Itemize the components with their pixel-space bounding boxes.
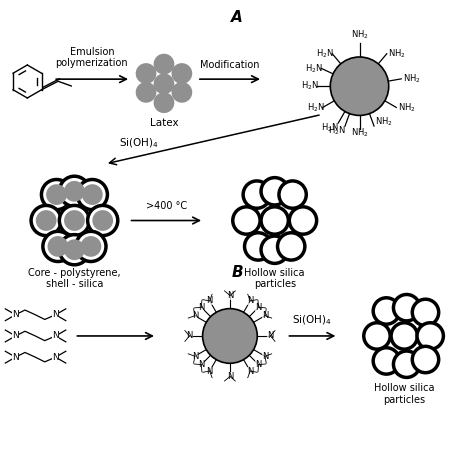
Text: NH$_2$: NH$_2$	[351, 28, 368, 41]
Circle shape	[393, 351, 420, 377]
Text: N: N	[52, 310, 59, 319]
Text: NH$_2$: NH$_2$	[351, 127, 368, 139]
Text: N: N	[191, 311, 198, 320]
Text: NH$_2$: NH$_2$	[403, 73, 421, 85]
Circle shape	[77, 180, 108, 210]
Text: Hollow silica
particles: Hollow silica particles	[374, 383, 435, 405]
Circle shape	[202, 309, 257, 363]
Text: N: N	[186, 331, 192, 340]
Circle shape	[417, 323, 443, 349]
Circle shape	[393, 294, 420, 321]
Circle shape	[233, 207, 260, 234]
Text: N: N	[247, 366, 254, 375]
Text: H$_2$N: H$_2$N	[316, 47, 334, 60]
Circle shape	[245, 233, 272, 260]
Circle shape	[59, 205, 90, 236]
Text: A: A	[231, 10, 243, 25]
Text: N: N	[198, 303, 204, 312]
Circle shape	[88, 205, 118, 236]
Text: NH$_2$: NH$_2$	[398, 101, 415, 114]
Text: N: N	[227, 291, 233, 300]
Circle shape	[373, 348, 400, 374]
Text: Latex: Latex	[150, 118, 178, 128]
Text: H$_2$N: H$_2$N	[307, 101, 324, 114]
Text: H$_2$N: H$_2$N	[321, 121, 339, 134]
Text: N: N	[52, 353, 59, 362]
Text: N: N	[12, 353, 19, 362]
Circle shape	[92, 210, 113, 231]
Text: N: N	[198, 360, 204, 369]
Circle shape	[82, 184, 103, 205]
Circle shape	[330, 57, 389, 116]
Circle shape	[59, 235, 90, 265]
Text: H$_2$N: H$_2$N	[328, 124, 346, 137]
Circle shape	[36, 210, 56, 231]
Text: N: N	[247, 296, 254, 305]
Circle shape	[31, 205, 61, 236]
Circle shape	[364, 323, 390, 349]
Circle shape	[412, 346, 438, 373]
Text: N: N	[267, 331, 273, 340]
Circle shape	[279, 181, 306, 208]
Text: H$_2$N: H$_2$N	[305, 62, 323, 74]
Circle shape	[391, 323, 418, 349]
Text: N: N	[255, 360, 262, 369]
Circle shape	[373, 298, 400, 324]
Text: N: N	[191, 352, 198, 361]
Circle shape	[46, 184, 67, 205]
Text: NH$_2$: NH$_2$	[388, 47, 406, 60]
Circle shape	[154, 54, 174, 74]
Text: B: B	[231, 265, 243, 280]
Circle shape	[289, 207, 317, 234]
Text: Emulsion
polymerization: Emulsion polymerization	[55, 47, 128, 68]
Text: N: N	[255, 303, 262, 312]
Text: N: N	[262, 352, 268, 361]
Circle shape	[47, 236, 68, 257]
Text: Si(OH)$_4$: Si(OH)$_4$	[119, 136, 159, 150]
Circle shape	[154, 92, 174, 113]
Circle shape	[81, 236, 101, 257]
Circle shape	[64, 210, 85, 231]
Circle shape	[412, 299, 438, 326]
Circle shape	[277, 233, 305, 260]
Circle shape	[76, 231, 106, 262]
Circle shape	[261, 236, 288, 264]
Circle shape	[154, 73, 174, 94]
Text: NH$_2$: NH$_2$	[374, 115, 392, 128]
Text: Si(OH)$_4$: Si(OH)$_4$	[292, 313, 332, 327]
Text: N: N	[52, 331, 59, 340]
Circle shape	[64, 181, 85, 201]
Text: >400 °C: >400 °C	[146, 201, 187, 211]
Circle shape	[136, 82, 156, 103]
Text: N: N	[12, 310, 19, 319]
Circle shape	[261, 178, 288, 205]
Text: Core - polystyrene,
shell - silica: Core - polystyrene, shell - silica	[28, 268, 121, 289]
Circle shape	[64, 239, 85, 260]
Circle shape	[172, 63, 192, 84]
Text: N: N	[12, 331, 19, 340]
Text: N: N	[227, 372, 233, 381]
Text: N: N	[207, 296, 213, 305]
Circle shape	[261, 207, 288, 234]
Circle shape	[41, 180, 72, 210]
Text: N: N	[262, 311, 268, 320]
Text: H$_2$N: H$_2$N	[301, 80, 319, 92]
Text: Modification: Modification	[200, 60, 260, 70]
Circle shape	[243, 181, 271, 208]
Circle shape	[172, 82, 192, 103]
Circle shape	[59, 176, 90, 206]
Circle shape	[136, 63, 156, 84]
Circle shape	[43, 231, 73, 262]
Text: Hollow silica
particles: Hollow silica particles	[245, 268, 305, 289]
Text: N: N	[207, 366, 213, 375]
